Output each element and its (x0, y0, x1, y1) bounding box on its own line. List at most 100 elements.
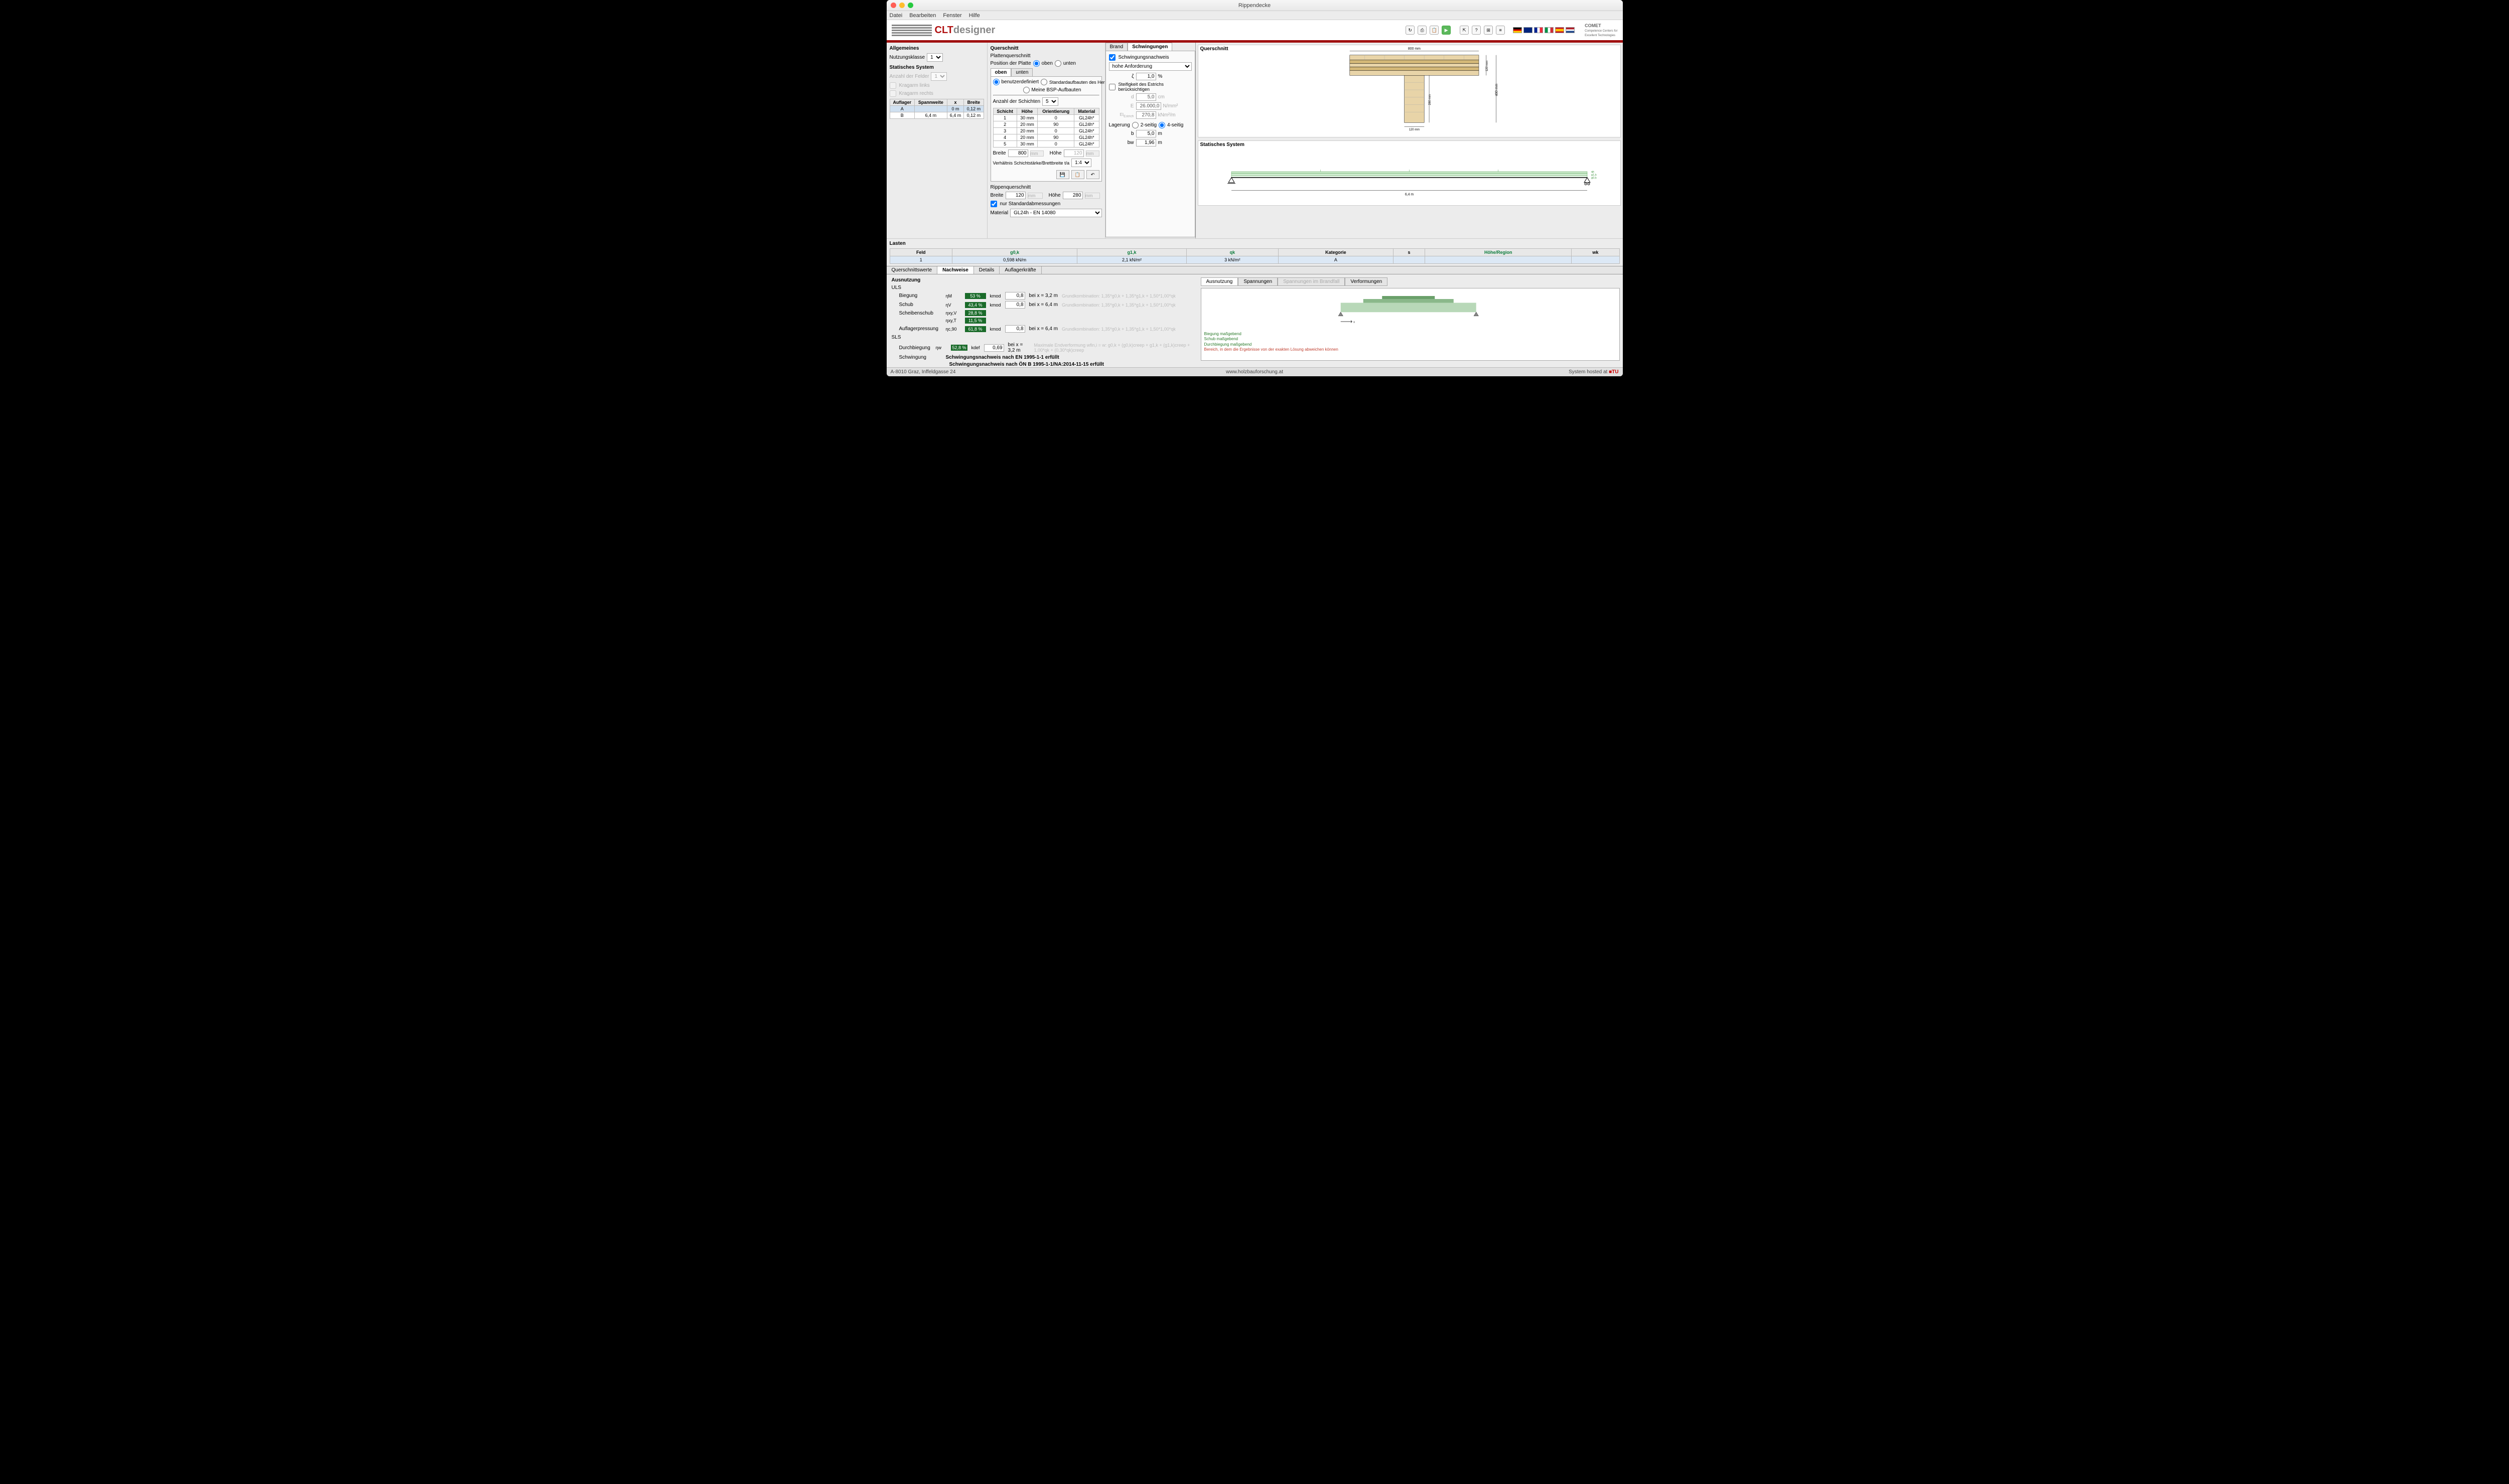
rip-hoehe-input[interactable] (1063, 192, 1083, 199)
flag-fr[interactable] (1534, 27, 1543, 33)
lag-4-radio[interactable] (1159, 122, 1165, 128)
res-tab-verformungen[interactable]: Verformungen (1345, 277, 1387, 286)
lasten-title: Lasten (890, 241, 1620, 246)
table-row: 320 mm0GL24h* (993, 128, 1099, 134)
result-row: SchwingungSchwingungsnachweis nach EN 19… (892, 355, 1193, 360)
layer-table[interactable]: SchichtHöheOrientierungMaterial 130 mm0G… (993, 108, 1099, 147)
pos-unten-radio[interactable] (1055, 60, 1061, 67)
result-row: Auflagerpressungηc,9061,8 %kmodbei x = 6… (892, 325, 1193, 333)
svg-text:400 mm: 400 mm (1495, 83, 1498, 96)
grid-icon[interactable]: ⊞ (1484, 26, 1493, 35)
svg-text:800 mm: 800 mm (1408, 47, 1420, 51)
flag-it[interactable] (1545, 27, 1554, 33)
titlebar: Rippendecke (887, 0, 1623, 11)
res-tab-spannungen[interactable]: Spannungen (1238, 277, 1278, 286)
flag-es[interactable] (1555, 27, 1564, 33)
close-icon[interactable] (891, 3, 896, 8)
tab-auflagerkraefte[interactable]: Auflagerkräfte (1000, 266, 1041, 274)
svg-text:120 mm: 120 mm (1409, 128, 1419, 131)
minimize-icon[interactable] (899, 3, 905, 8)
nachweis-check[interactable] (1109, 54, 1116, 61)
save-button[interactable]: 💾 (1056, 170, 1069, 179)
opt-benutzer-radio[interactable] (993, 79, 1000, 85)
svg-text:x: x (1353, 321, 1355, 324)
window-title: Rippendecke (1238, 3, 1271, 9)
querschnitt-title: Querschnitt (991, 46, 1102, 51)
refresh-icon[interactable]: ↻ (1406, 26, 1415, 35)
tab-brand[interactable]: Brand (1105, 43, 1128, 51)
undo-button[interactable]: ↶ (1086, 170, 1099, 179)
rip-breite-input[interactable] (1006, 192, 1026, 199)
opt-meine-radio[interactable] (1023, 87, 1030, 93)
flag-nl[interactable] (1566, 27, 1575, 33)
result-row: Durchbiegungηw52,8 %kdefbei x = 3,2 mMax… (892, 342, 1193, 353)
lasten-table[interactable]: Feld g0,k g1,k qk Kategorie s Höhe/Regio… (890, 248, 1620, 264)
tab-unten[interactable]: unten (1011, 68, 1033, 76)
copy-button[interactable]: 📋 (1071, 170, 1084, 179)
header: CLTdesigner ↻ ⎙ 📋 ▶ ⇱ ? ⊞ ≡ COMETCompete… (887, 20, 1623, 40)
platten-title: Plattenquerschnitt (991, 53, 1102, 59)
svg-text:280 mm: 280 mm (1429, 94, 1432, 105)
status-left: A-8010 Graz, Inffeldgasse 24 (891, 369, 956, 375)
result-row: BiegungηM53 %kmodbei x = 3,2 mGrundkombi… (892, 292, 1193, 300)
print-icon[interactable]: ⎙ (1418, 26, 1427, 35)
comet-logo: COMETCompetence Centers forExcellent Tec… (1585, 24, 1617, 37)
tab-querschnittswerte[interactable]: Querschnittswerte (887, 266, 938, 274)
nur-standard-check[interactable] (991, 201, 997, 207)
auflager-table[interactable]: AuflagerSpannweitexBreite A0 m0,12 m B6,… (890, 99, 984, 119)
tab-schwingungen[interactable]: Schwingungen (1128, 43, 1172, 51)
rippen-title: Rippenquerschnitt (991, 185, 1102, 190)
status-center: www.holzbauforschung.at (1226, 369, 1283, 375)
kragarm-links-check (890, 82, 896, 89)
menu-hilfe[interactable]: Hilfe (969, 13, 980, 19)
lag-2-radio[interactable] (1132, 122, 1139, 128)
result-chart: x Biegung maßgebend Schub maßgebend Durc… (1201, 288, 1620, 361)
table-row: A0 m0,12 m (890, 106, 984, 112)
svg-text:120 mm: 120 mm (1485, 61, 1488, 71)
pos-oben-radio[interactable] (1033, 60, 1040, 67)
table-row: 130 mm0GL24h* (993, 115, 1099, 121)
res-tab-brandfall: Spannungen im Brandfall (1278, 277, 1345, 286)
material-select[interactable]: GL24h - EN 14080 (1010, 209, 1101, 217)
help-icon[interactable]: ? (1472, 26, 1481, 35)
table-row: 10,598 kN/m2,1 kN/m²3 kN/m² A (890, 256, 1619, 264)
opt-standard-radio[interactable] (1041, 79, 1047, 85)
flag-de[interactable] (1513, 27, 1522, 33)
ratio-select[interactable]: 1:4 (1071, 159, 1091, 167)
zeta-input[interactable] (1136, 73, 1156, 80)
menu-fenster[interactable]: Fenster (943, 13, 961, 19)
cross-section-preview: Querschnitt 800 mm 400 mm (1198, 45, 1621, 137)
nutzung-select[interactable]: 1 (927, 53, 943, 62)
tab-details[interactable]: Details (974, 266, 1000, 274)
breite-input[interactable] (1008, 150, 1028, 157)
tab-nachweise[interactable]: Nachweise (937, 266, 974, 274)
hoehe-input (1064, 150, 1084, 157)
steif-check[interactable] (1109, 84, 1116, 90)
svg-text:g0,k: g0,k (1591, 177, 1596, 180)
export-icon[interactable]: ⇱ (1460, 26, 1469, 35)
statisches-title: Statisches System (890, 65, 984, 70)
bw-input[interactable] (1136, 139, 1156, 146)
menu-bearbeiten[interactable]: Bearbeiten (909, 13, 936, 19)
ausnutzung-title: Ausnutzung (892, 277, 1193, 283)
static-system-preview: Statisches System 6,4 m qk (1198, 140, 1621, 206)
uls-label: ULS (892, 285, 1193, 290)
menu-datei[interactable]: Datei (890, 13, 903, 19)
svg-text:6,4 m: 6,4 m (1405, 193, 1413, 196)
sls-label: SLS (892, 335, 1193, 340)
b-input[interactable] (1136, 130, 1156, 137)
flag-uk[interactable] (1523, 27, 1532, 33)
list-icon[interactable]: ≡ (1496, 26, 1505, 35)
table-row: 530 mm0GL24h* (993, 141, 1099, 147)
anforderung-select[interactable]: hohe Anforderung (1109, 62, 1192, 71)
table-row: B6,4 m6,4 m0,12 m (890, 112, 984, 119)
clipboard-icon[interactable]: 📋 (1430, 26, 1439, 35)
result-row: SchubηV43,4 %kmodbei x = 6,4 mGrundkombi… (892, 301, 1193, 309)
felder-select: 1 (931, 72, 947, 81)
tab-oben[interactable]: oben (991, 68, 1012, 76)
maximize-icon[interactable] (908, 3, 913, 8)
res-tab-ausnutzung[interactable]: Ausnutzung (1201, 277, 1238, 286)
menubar: Datei Bearbeiten Fenster Hilfe (887, 11, 1623, 20)
anzahl-select[interactable]: 5 (1042, 97, 1058, 106)
run-icon[interactable]: ▶ (1442, 26, 1451, 35)
